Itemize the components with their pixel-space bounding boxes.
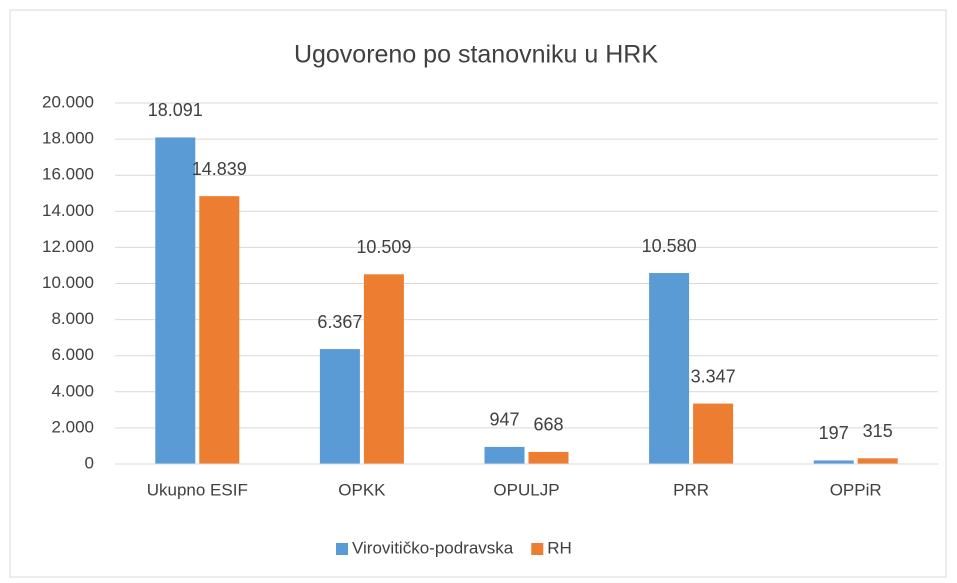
y-tick-label: 18.000 — [42, 129, 94, 148]
data-label: 3.347 — [691, 366, 736, 386]
bar — [155, 137, 196, 464]
data-label: 6.367 — [317, 312, 362, 332]
bar — [199, 196, 240, 464]
data-label: 10.580 — [642, 236, 697, 256]
data-label: 14.839 — [192, 159, 247, 179]
x-tick-label: OPPiR — [830, 480, 882, 499]
data-label: 10.509 — [356, 237, 411, 257]
bar — [528, 451, 569, 464]
bar — [363, 274, 404, 464]
legend-swatch — [531, 543, 544, 555]
bar — [319, 349, 360, 464]
data-label: 947 — [489, 410, 519, 430]
x-tick-label: PRR — [673, 480, 709, 499]
data-label: 18.091 — [148, 100, 203, 120]
y-tick-label: 14.000 — [42, 201, 94, 220]
y-tick-label: 4.000 — [51, 381, 94, 400]
y-tick-label: 8.000 — [51, 309, 94, 328]
y-tick-label: 0 — [85, 453, 94, 472]
x-tick-label: OPKK — [338, 480, 386, 499]
data-label: 315 — [863, 421, 893, 441]
bar — [693, 403, 734, 464]
y-tick-label: 6.000 — [51, 345, 94, 364]
y-tick-label: 10.000 — [42, 273, 94, 292]
chart-title: Ugovoreno po stanovniku u HRK — [294, 41, 658, 69]
bar — [813, 460, 854, 464]
y-tick-label: 20.000 — [42, 92, 94, 111]
bar — [484, 446, 525, 464]
legend-label: Virovitičko-podravska — [352, 538, 514, 557]
y-tick-label: 12.000 — [42, 237, 94, 256]
y-tick-label: 2.000 — [51, 417, 94, 436]
data-label: 668 — [533, 415, 563, 435]
bar — [857, 458, 898, 464]
y-tick-label: 16.000 — [42, 165, 94, 184]
data-label: 197 — [819, 423, 849, 443]
x-tick-label: OPULJP — [493, 480, 559, 499]
legend-swatch — [336, 543, 348, 555]
bar — [649, 273, 690, 464]
legend-label: RH — [547, 538, 572, 557]
x-tick-label: Ukupno ESIF — [147, 480, 248, 499]
